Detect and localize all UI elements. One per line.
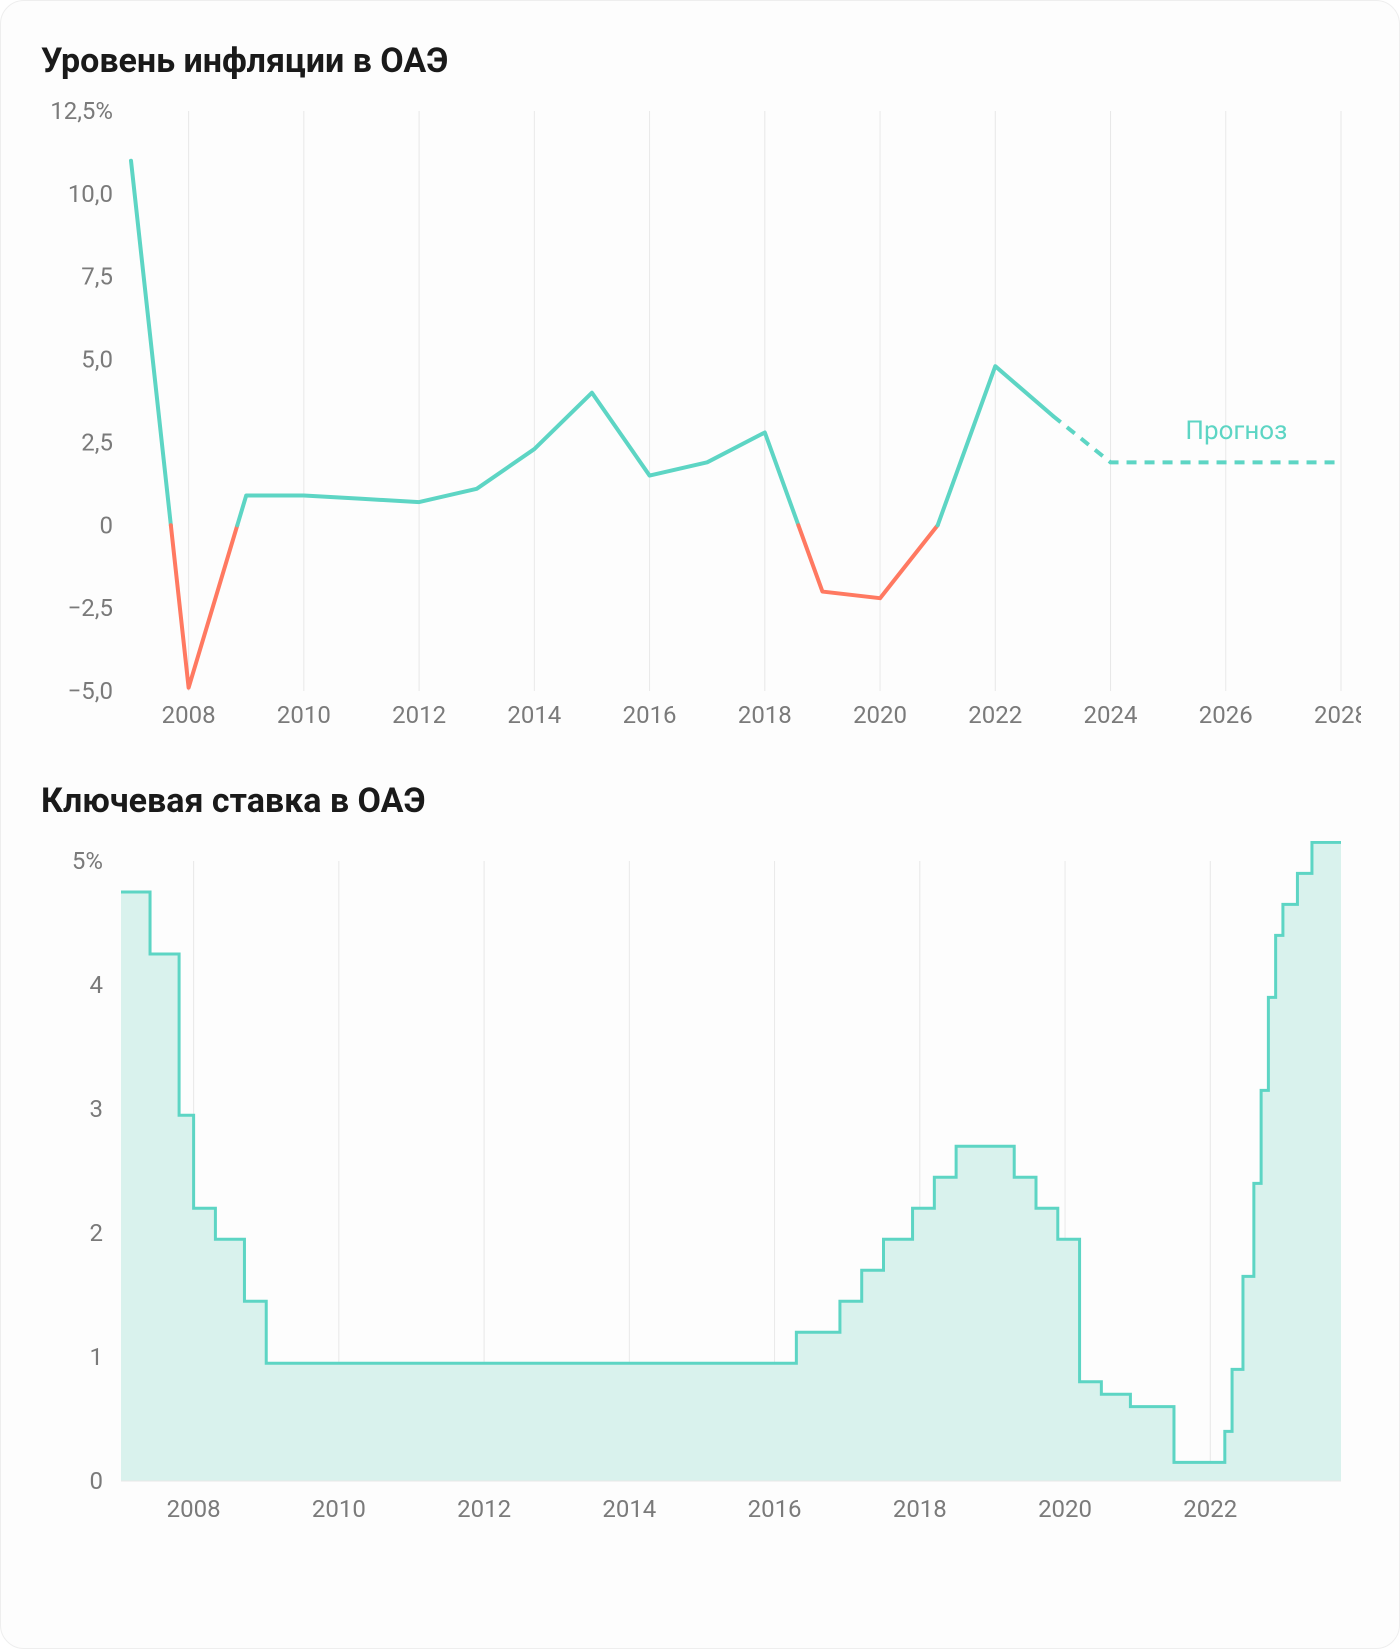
svg-text:0: 0 (100, 511, 114, 539)
svg-text:2024: 2024 (1084, 701, 1138, 729)
inflation-chart-title: Уровень инфляции в ОАЭ (41, 41, 1359, 81)
svg-text:2022: 2022 (1183, 1495, 1237, 1523)
forecast-label: Прогноз (1185, 416, 1287, 446)
svg-text:2016: 2016 (748, 1495, 802, 1523)
svg-text:2: 2 (90, 1219, 104, 1247)
svg-text:2,5: 2,5 (81, 428, 113, 456)
svg-text:2028: 2028 (1314, 701, 1361, 729)
svg-text:5%: 5% (72, 847, 103, 875)
svg-text:10,0: 10,0 (68, 180, 113, 208)
svg-text:7,5: 7,5 (81, 263, 113, 291)
rate-chart: 2008 2010 2012 2014 2016 2018 2020 2022 0 1 2 3 4 5% (41, 841, 1359, 1541)
svg-text:2022: 2022 (968, 701, 1022, 729)
svg-text:2010: 2010 (312, 1495, 366, 1523)
svg-text:−5,0: −5,0 (68, 677, 113, 705)
page-container: Уровень инфляции в ОАЭ 20082010201220142… (0, 0, 1400, 1649)
svg-text:1: 1 (90, 1343, 104, 1371)
svg-text:2026: 2026 (1199, 701, 1253, 729)
svg-text:2008: 2008 (162, 701, 216, 729)
svg-text:4: 4 (90, 971, 104, 999)
svg-text:12,5%: 12,5% (50, 101, 113, 125)
svg-text:2012: 2012 (457, 1495, 511, 1523)
svg-text:2020: 2020 (1038, 1495, 1092, 1523)
rate-chart-svg: 2008 2010 2012 2014 2016 2018 2020 2022 0 1 2 3 4 5% (41, 841, 1361, 1541)
svg-text:2016: 2016 (623, 701, 677, 729)
svg-text:2014: 2014 (602, 1495, 656, 1523)
svg-text:2010: 2010 (277, 701, 331, 729)
svg-text:2020: 2020 (853, 701, 907, 729)
svg-text:2014: 2014 (507, 701, 561, 729)
svg-text:−2,5: −2,5 (68, 594, 113, 622)
svg-text:2018: 2018 (893, 1495, 947, 1523)
rate-chart-title: Ключевая ставка в ОАЭ (41, 781, 1359, 821)
svg-text:0: 0 (90, 1467, 104, 1495)
inflation-chart-svg: 2008 2010 2012 2014 2016 2018 2020 2022 2024 2026… (41, 101, 1361, 741)
svg-text:3: 3 (90, 1095, 104, 1123)
svg-text:2018: 2018 (738, 701, 792, 729)
svg-text:2012: 2012 (392, 701, 446, 729)
svg-text:5,0: 5,0 (81, 346, 113, 374)
inflation-chart: 2008 2010 2012 2014 2016 2018 2020 2022 2024 2026… (41, 101, 1359, 741)
svg-text:2008: 2008 (167, 1495, 221, 1523)
